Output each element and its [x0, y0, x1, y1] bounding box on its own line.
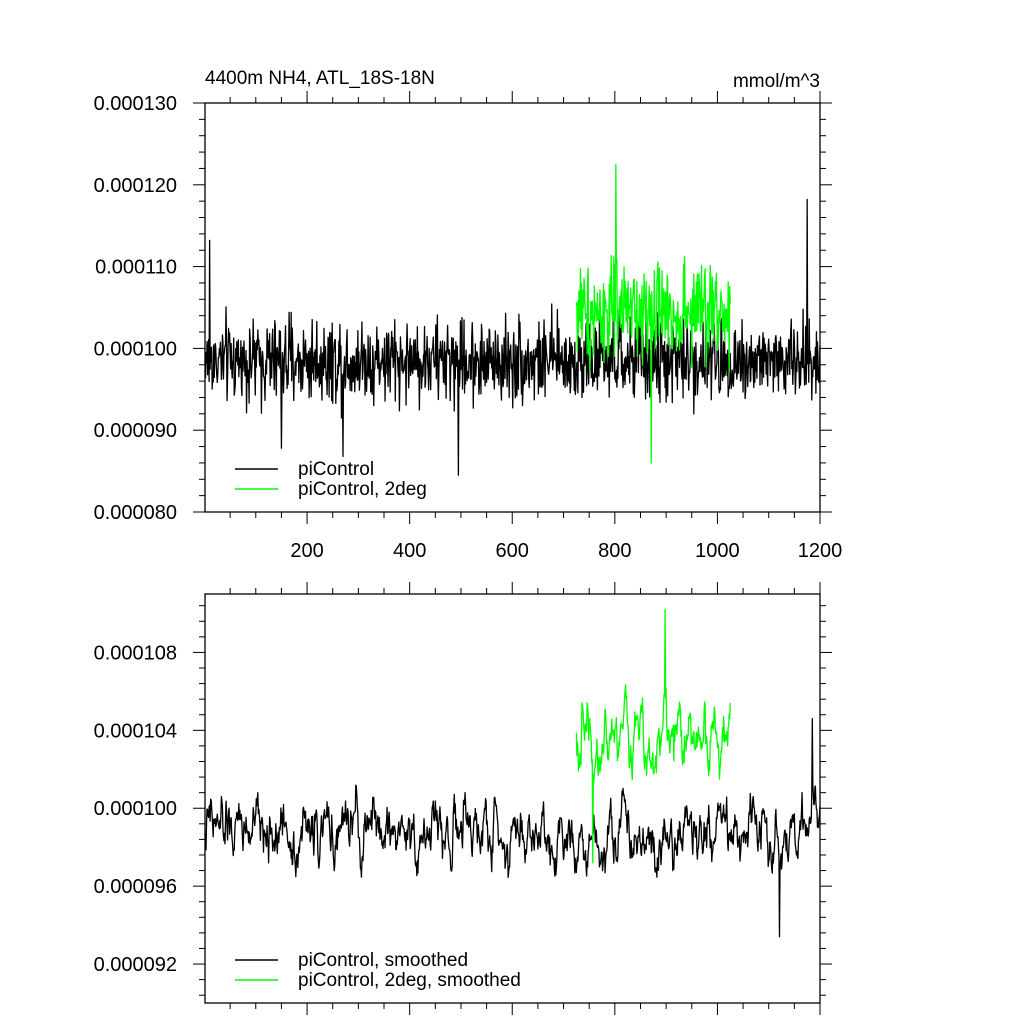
series-line [204, 718, 821, 938]
y-tick-label: 0.000120 [94, 175, 177, 197]
y-tick-label: 0.000130 [94, 93, 177, 115]
x-tick-label: 200 [290, 540, 323, 562]
y-tick-label: 0.000108 [94, 642, 177, 664]
x-tick-label: 800 [598, 540, 631, 562]
tick-group: 200 400 600 800 1000 1200 0.000080 0.000090 0.00… [94, 91, 843, 562]
chart-title: 4400m NH4, ATL_18S-18N [205, 68, 435, 89]
top-panel: 4400m NH4, ATL_18S-18N mmol/m^3 200 400 60… [94, 68, 843, 562]
legend-label: piControl, 2deg [298, 479, 427, 500]
bottom-panel: 0.000092 0.000096 0.000100 0.000104 0.000108… [94, 582, 832, 1015]
y-tick-label: 0.000080 [94, 502, 177, 524]
series-line [204, 198, 821, 476]
y-tick-label: 0.000104 [94, 720, 177, 742]
y-tick-label: 0.000100 [94, 338, 177, 360]
legend-label: piControl [298, 459, 374, 480]
x-tick-label: 1000 [695, 540, 740, 562]
x-tick-label: 400 [393, 540, 426, 562]
legend-label: piControl, 2deg, smoothed [298, 970, 521, 991]
x-tick-label: 600 [496, 540, 529, 562]
series-group [204, 163, 821, 476]
series-group [204, 608, 821, 938]
series-line [575, 163, 731, 464]
x-tick-label: 1200 [798, 540, 843, 562]
legend-label: piControl, smoothed [298, 950, 468, 971]
plot-frame [204, 593, 821, 1004]
y-tick-label: 0.000110 [95, 257, 177, 279]
y-tick-label: 0.000090 [94, 420, 177, 442]
tick-group: 0.000092 0.000096 0.000100 0.000104 0.000108 [94, 582, 832, 1015]
y-tick-label: 0.000096 [94, 876, 177, 898]
y-tick-label: 0.000092 [94, 954, 177, 976]
units-label: mmol/m^3 [733, 71, 820, 92]
y-tick-label: 0.000100 [94, 798, 177, 820]
series-line [575, 608, 731, 864]
